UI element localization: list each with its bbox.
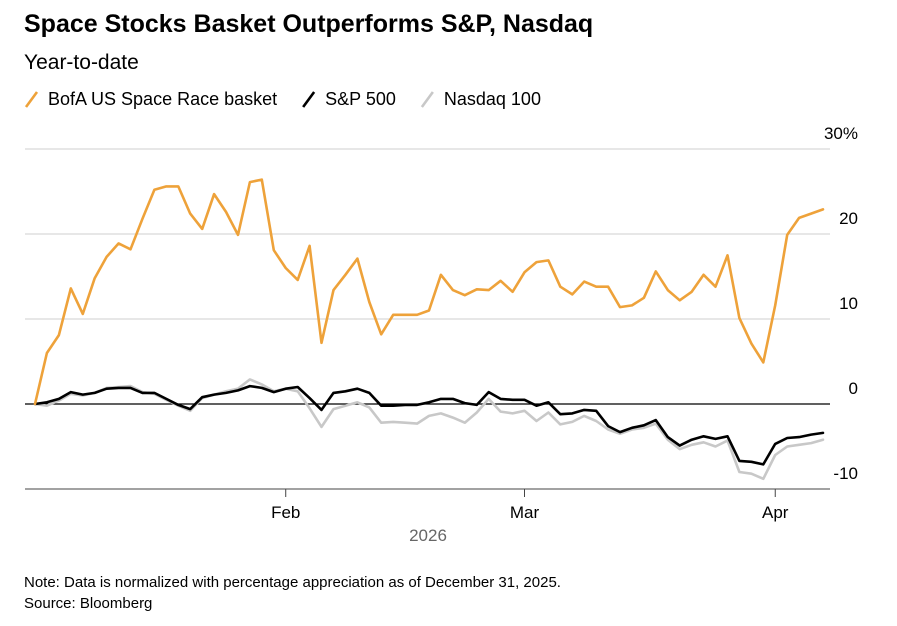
- chart-subtitle: Year-to-date: [24, 51, 139, 74]
- y-tick-label: 0: [849, 379, 858, 398]
- y-tick-label: -10: [833, 464, 858, 483]
- legend-label: BofA US Space Race basket: [48, 89, 277, 109]
- x-axis-label: 2026: [409, 526, 447, 545]
- series-line: [33, 384, 825, 466]
- y-tick-label: 20: [839, 209, 858, 228]
- legend-swatch: [24, 91, 39, 108]
- note: Note: Data is normalized with percentage…: [24, 574, 561, 591]
- legend-swatch: [420, 91, 434, 108]
- x-tick-label: Mar: [510, 503, 540, 522]
- y-tick-label: 10: [839, 294, 858, 313]
- x-tick-label: Feb: [271, 503, 300, 522]
- source: Source: Bloomberg: [24, 595, 152, 612]
- y-tick-label: 30%: [824, 124, 858, 143]
- series-line: [33, 378, 825, 481]
- legend-label: Nasdaq 100: [444, 89, 541, 109]
- chart-title: Space Stocks Basket Outperforms S&P, Nas…: [24, 10, 593, 38]
- legend-label: S&P 500: [325, 89, 396, 109]
- x-tick-label: Apr: [762, 503, 789, 522]
- series-line: [33, 178, 825, 406]
- legend-swatch: [302, 91, 316, 108]
